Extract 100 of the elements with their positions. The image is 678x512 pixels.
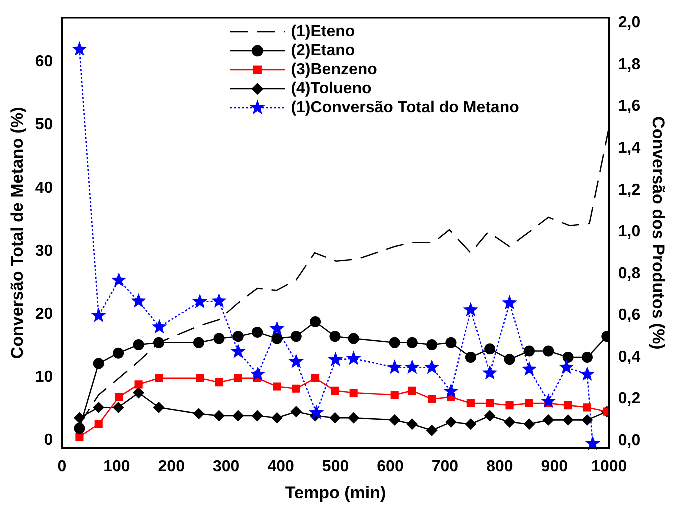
point [234,374,242,382]
point [564,402,572,410]
y2-tick-label: 1,2 [618,182,641,199]
point [94,420,103,428]
x-tick-label: 700 [432,458,459,476]
x-tick-label: 400 [268,458,295,476]
point [115,393,124,402]
point [230,344,246,358]
legend-label: (2)Etano [291,42,356,60]
point [466,399,475,408]
point [152,319,168,334]
point [74,423,86,434]
point [250,366,266,382]
x-tick-label: 900 [541,458,568,476]
point [346,350,362,366]
y-tick-label: 60 [35,54,54,71]
y2-tick-label: 0,8 [618,265,641,282]
point [133,388,144,399]
point [214,333,225,344]
point [446,337,457,348]
point [348,333,360,344]
point [582,352,593,364]
point [193,337,204,348]
y-tick-label: 0 [44,432,54,450]
y-axis-title: Conversão Total de Metano (%) [8,107,27,360]
point [543,414,554,426]
x-axis-title: Tempo (min) [285,483,386,502]
point [196,374,204,382]
point [131,293,146,308]
y2-tick-label: 0,4 [618,348,641,366]
point [331,386,340,395]
point [252,326,264,338]
point [270,321,285,336]
x-tick-label: 0 [58,458,67,476]
point [91,308,106,322]
point [113,402,124,414]
point [502,295,518,310]
x-tick-label: 500 [322,458,350,476]
point [444,384,459,398]
point [504,416,516,428]
legend-label: (3)Benzeno [291,61,378,78]
point [311,374,320,382]
x-tick-label: 600 [377,458,404,476]
point [484,344,496,355]
point [330,331,341,342]
y-tick-label: 30 [35,242,54,260]
y2-tick-label: 0,6 [618,307,641,324]
point [273,382,282,391]
point [288,354,304,368]
point [522,362,538,376]
point [113,348,124,359]
point [390,391,399,400]
point [582,414,593,426]
point [559,360,574,374]
point [290,406,302,418]
point [387,360,402,374]
point [155,374,164,382]
point [214,410,225,422]
x-tick-label: 1000 [592,458,628,476]
x-tick-label: 300 [212,458,240,476]
point [404,360,420,374]
point [504,354,516,366]
point [272,333,283,344]
point [232,331,244,342]
y2-tick-label: 1,0 [618,224,641,241]
point [212,293,227,308]
point [486,399,494,408]
point [482,365,498,380]
point [134,380,143,389]
x-tick-label: 800 [486,458,514,476]
y2-tick-label: 1,8 [618,56,641,74]
y-tick-label: 10 [35,369,54,386]
point [580,366,596,382]
point [463,302,479,317]
point [525,399,534,408]
point [524,346,535,357]
point [111,272,127,288]
point [292,384,300,393]
x-tick-label: 100 [104,458,130,476]
point [541,394,556,408]
point [252,410,264,422]
point [310,316,322,328]
point [93,402,104,414]
point [272,412,283,424]
point [330,412,341,424]
point [215,378,224,387]
y-tick-label: 50 [35,116,54,134]
point [426,339,438,350]
point [524,418,535,430]
point [562,414,574,426]
point [309,405,324,420]
point [133,339,144,350]
point [154,402,165,414]
y-tick-label: 20 [35,306,54,324]
y2-axis-title: Conversão dos Produtos (%) [649,116,668,350]
point [506,402,514,410]
point [446,416,457,428]
point [290,331,302,342]
y2-tick-label: 0,2 [618,390,641,408]
point [408,386,416,395]
